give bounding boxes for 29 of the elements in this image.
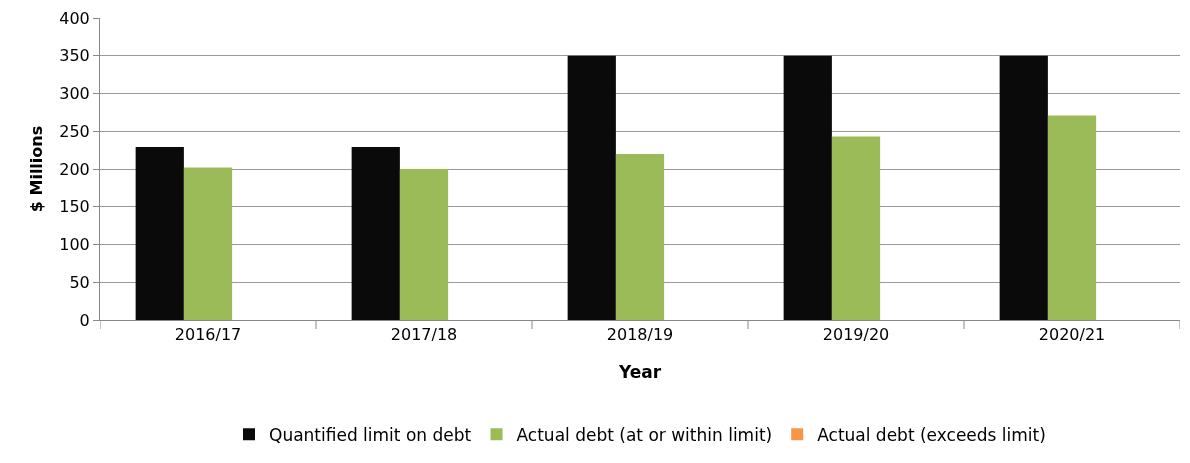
x-tick-label: 2019/20 [822,325,890,345]
y-tick-label: 200 [59,159,90,179]
bar [399,169,449,320]
bar [1047,115,1097,320]
bar [135,147,184,320]
y-tick-label: 150 [59,197,90,217]
bar [615,153,665,320]
y-axis-title: $ Millions [27,125,47,213]
y-tick-label: 350 [59,46,90,66]
bar [567,55,616,320]
bar [999,55,1048,320]
legend-label: Actual debt (exceeds limit) [817,424,1046,445]
legend-label: Actual debt (at or within limit) [516,424,773,445]
x-tick-label: 2017/18 [390,325,458,345]
y-tick-label: 50 [69,272,90,292]
y-tick-label: 100 [59,235,90,255]
bar [783,55,832,320]
x-axis-title: Year [617,361,662,382]
legend-label: Quantified limit on debt [269,424,472,445]
bar [351,147,400,320]
y-tick-label: 300 [59,84,90,104]
bar [831,136,881,320]
y-tick-label: 0 [79,310,90,330]
y-tick-label: 400 [59,8,90,28]
x-tick-label: 2020/21 [1038,325,1106,345]
x-tick-label: 2016/17 [174,325,242,345]
x-tick-label: 2018/19 [606,325,674,345]
y-tick-label: 250 [59,121,90,141]
bar [183,167,233,320]
